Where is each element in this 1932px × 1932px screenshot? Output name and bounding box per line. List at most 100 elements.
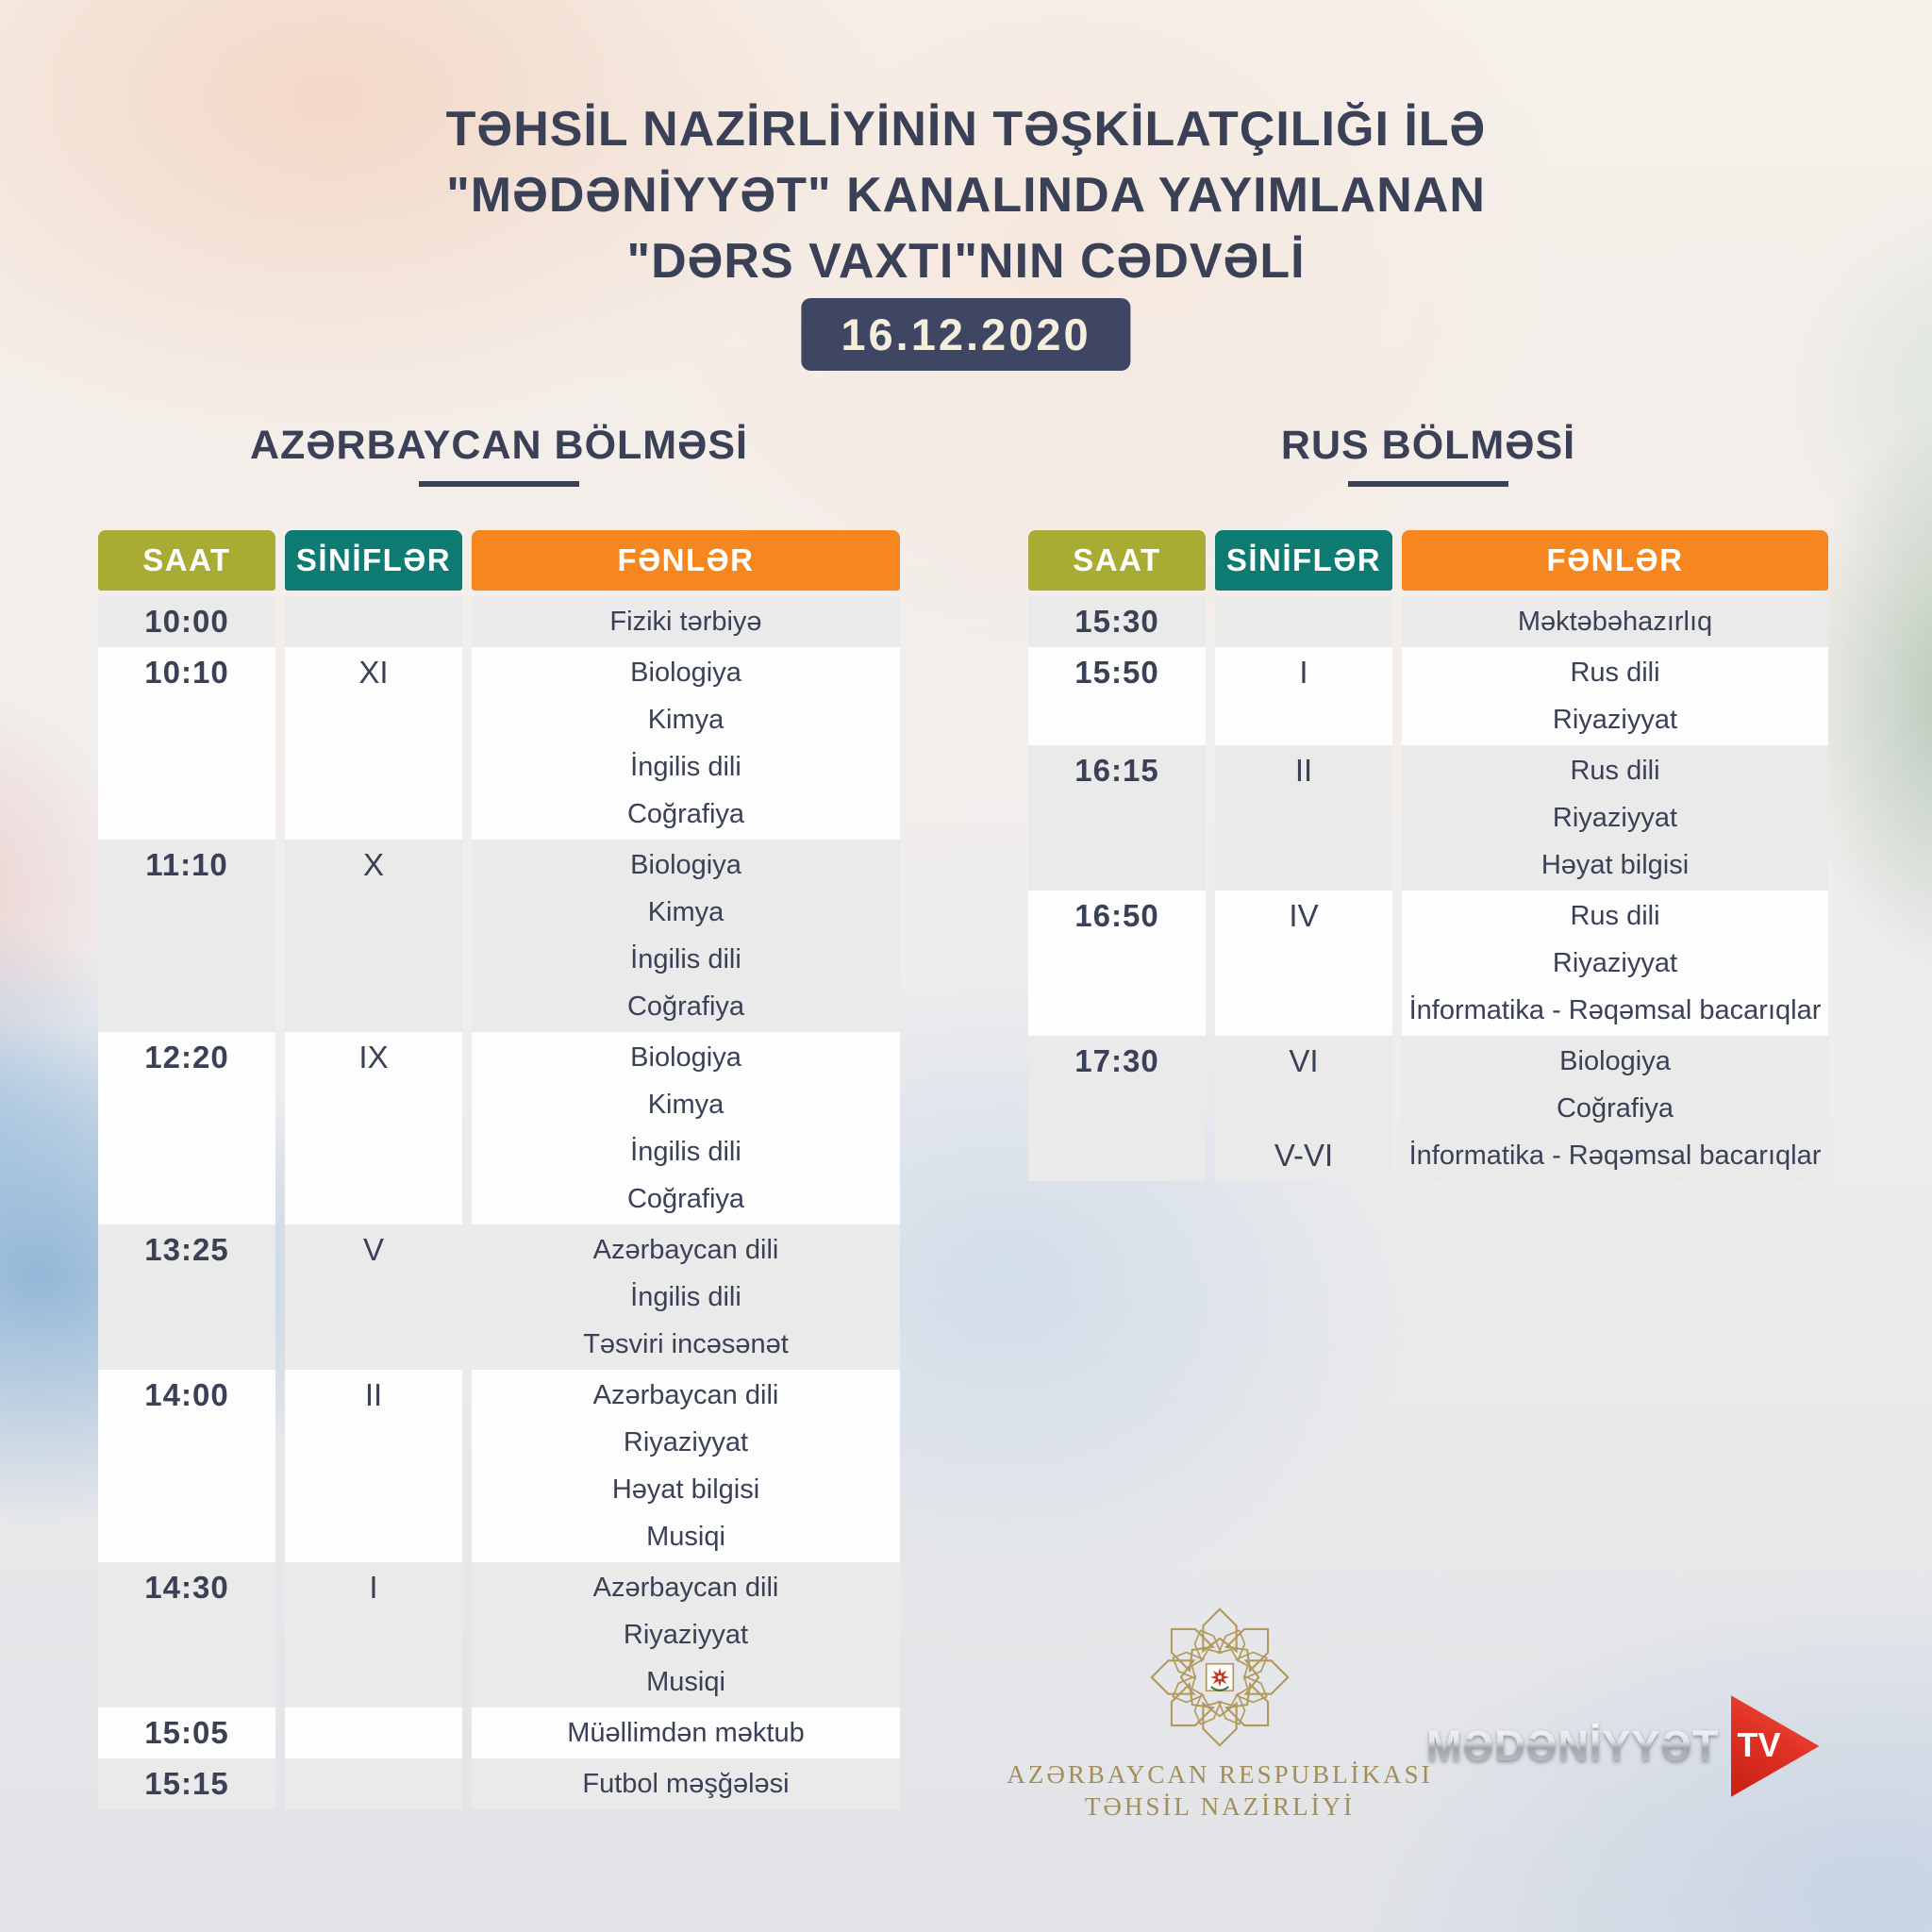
- schedule-grid: SAAT 15:30 15:50 16:15 16:50 17:30 SİNİFLƏR I II…: [1028, 530, 1828, 1181]
- class-label: II: [364, 1377, 383, 1412]
- subject-item: Fiziki tərbiyə: [609, 607, 762, 637]
- class-cell: IV: [1215, 891, 1392, 1036]
- class-label: [1215, 598, 1392, 645]
- tv-logo-wordmark: MƏDƏNİYYƏT: [1426, 1722, 1720, 1770]
- class-cell: [285, 596, 462, 647]
- class-label: [1215, 940, 1392, 987]
- time-cell: 15:15: [98, 1758, 275, 1809]
- time-value: 14:00: [144, 1377, 229, 1412]
- class-label: [285, 1175, 462, 1223]
- class-label: [285, 1321, 462, 1368]
- class-label: [285, 1419, 462, 1466]
- class-label: [285, 1274, 462, 1321]
- time-column: SAAT 15:30 15:50 16:15 16:50 17:30: [1028, 530, 1206, 1181]
- time-cell: 16:50: [1028, 891, 1206, 1036]
- subjects-cell: Azərbaycan dili Riyaziyyat Musiqi: [472, 1562, 900, 1707]
- subject-item: Həyat bilgisi: [1541, 850, 1690, 880]
- medeniyyet-tv-logo: MƏDƏNİYYƏT TV: [1426, 1694, 1820, 1798]
- time-cell: 15:05: [98, 1707, 275, 1758]
- subject-item: Riyaziyyat: [623, 1427, 749, 1457]
- fenler-column-header: FƏNLƏR: [1402, 530, 1828, 591]
- class-label: [285, 1513, 462, 1560]
- class-cell: IX: [285, 1032, 462, 1224]
- class-label: [285, 936, 462, 983]
- section-title: AZƏRBAYCAN BÖLMƏSİ: [250, 423, 748, 468]
- subject-item: Riyaziyyat: [1552, 948, 1678, 978]
- class-label: [285, 598, 462, 645]
- azerbaijani-section-table: AZƏRBAYCAN BÖLMƏSİ SAAT 10:00 10:10 11:10 12:…: [98, 423, 900, 1809]
- subject-item: Rus dili: [1570, 901, 1660, 931]
- russian-section-table: RUS BÖLMƏSİ SAAT 15:30 15:50 16:15 16:50 17:30…: [1028, 423, 1828, 1181]
- class-label: [285, 1709, 462, 1757]
- subject-item: Azərbaycan dili: [592, 1235, 779, 1265]
- sinifler-column-header: SİNİFLƏR: [1215, 530, 1392, 591]
- subject-item: Musiqi: [646, 1667, 725, 1697]
- subjects-cell: Biologiya Coğrafiya İnformatika - Rəqəmsal…: [1402, 1036, 1828, 1181]
- class-label: I: [369, 1570, 378, 1605]
- ministry-name-line-2: TƏHSİL NAZİRLİYİ: [1084, 1792, 1356, 1821]
- class-label: [285, 791, 462, 838]
- subjects-cell: Biologiya Kimya İngilis dili Coğrafiya: [472, 840, 900, 1032]
- time-value: 10:10: [144, 655, 229, 690]
- time-cell: 10:10: [98, 647, 275, 840]
- time-value: 14:30: [144, 1570, 229, 1605]
- subject-item: Riyaziyyat: [1552, 803, 1678, 833]
- time-column: SAAT 10:00 10:10 11:10 12:20 13:25 14:00 14:30 1…: [98, 530, 275, 1809]
- time-cell: 16:15: [1028, 745, 1206, 891]
- class-label: [285, 889, 462, 936]
- date-badge: 16.12.2020: [801, 298, 1131, 371]
- class-label: [1215, 794, 1392, 841]
- subject-item: Futbol məşğələsi: [582, 1769, 790, 1799]
- section-title-underline: [419, 481, 579, 487]
- time-value: 16:50: [1074, 898, 1159, 933]
- subject-item: Azərbaycan dili: [592, 1573, 779, 1603]
- class-label: [285, 1128, 462, 1175]
- title-line-2: "MƏDƏNİYYƏT" KANALINDA YAYIMLANAN: [446, 168, 1486, 223]
- time-cell: 10:00: [98, 596, 275, 647]
- time-value: 12:20: [144, 1040, 229, 1074]
- class-cell: I: [285, 1562, 462, 1707]
- time-value: 17:30: [1074, 1043, 1159, 1078]
- class-cell: [285, 1707, 462, 1758]
- class-label: [285, 1611, 462, 1658]
- subject-item: Riyaziyyat: [1552, 705, 1678, 735]
- poster-title: TƏHSİL NAZİRLİYİNİN TƏŞKİLATÇILIĞI İLƏ "…: [0, 96, 1932, 294]
- time-cell: 15:30: [1028, 596, 1206, 647]
- sinifler-column-header: SİNİFLƏR: [285, 530, 462, 591]
- time-cell: 12:20: [98, 1032, 275, 1224]
- subjects-cell: Rus dili Riyaziyyat Həyat bilgisi: [1402, 745, 1828, 891]
- class-cell: V: [285, 1224, 462, 1370]
- subject-item: Coğrafiya: [626, 799, 745, 829]
- class-label: V-VI: [1274, 1138, 1334, 1173]
- subject-item: Həyat bilgisi: [611, 1474, 760, 1505]
- class-label: [1215, 1085, 1392, 1132]
- subjects-cell: Fiziki tərbiyə: [472, 596, 900, 647]
- class-label: [285, 983, 462, 1030]
- section-title-underline: [1348, 481, 1508, 487]
- subjects-cell: Biologiya Kimya İngilis dili Coğrafiya: [472, 1032, 900, 1224]
- subject-item: Musiqi: [646, 1522, 725, 1552]
- subject-item: Biologiya: [630, 850, 741, 880]
- subject-item: Müəllimdən məktub: [567, 1718, 805, 1748]
- time-cell: 14:00: [98, 1370, 275, 1562]
- time-cell: 15:50: [1028, 647, 1206, 745]
- subject-item: Coğrafiya: [626, 1184, 745, 1214]
- class-cell: VI V-VI: [1215, 1036, 1392, 1181]
- ministry-name-line-1: AZƏRBAYCAN RESPUBLİKASI: [1007, 1760, 1433, 1789]
- time-value: 15:50: [1074, 655, 1159, 690]
- time-cell: 17:30: [1028, 1036, 1206, 1181]
- class-label: [1215, 696, 1392, 743]
- subject-item: İnformatika - Rəqəmsal bacarıqlar: [1408, 1141, 1822, 1171]
- time-value: 15:30: [1074, 604, 1159, 639]
- fenler-column-header: FƏNLƏR: [472, 530, 900, 591]
- subject-item: Təsviri incəsənət: [583, 1329, 789, 1359]
- time-value: 13:25: [144, 1232, 229, 1267]
- schedule-grid: SAAT 10:00 10:10 11:10 12:20 13:25 14:00 14:30 1…: [98, 530, 900, 1809]
- class-label: VI: [1289, 1043, 1319, 1078]
- title-line-3: "DƏRS VAXTI"NIN CƏDVƏLİ: [626, 234, 1306, 289]
- time-value: 11:10: [145, 847, 228, 882]
- saat-column-header: SAAT: [98, 530, 275, 591]
- ministry-logo: AZƏRBAYCAN RESPUBLİKASI TƏHSİL NAZİRLİYİ: [984, 1596, 1456, 1823]
- class-label: X: [362, 847, 384, 882]
- ministry-emblem-icon: [1150, 1607, 1290, 1747]
